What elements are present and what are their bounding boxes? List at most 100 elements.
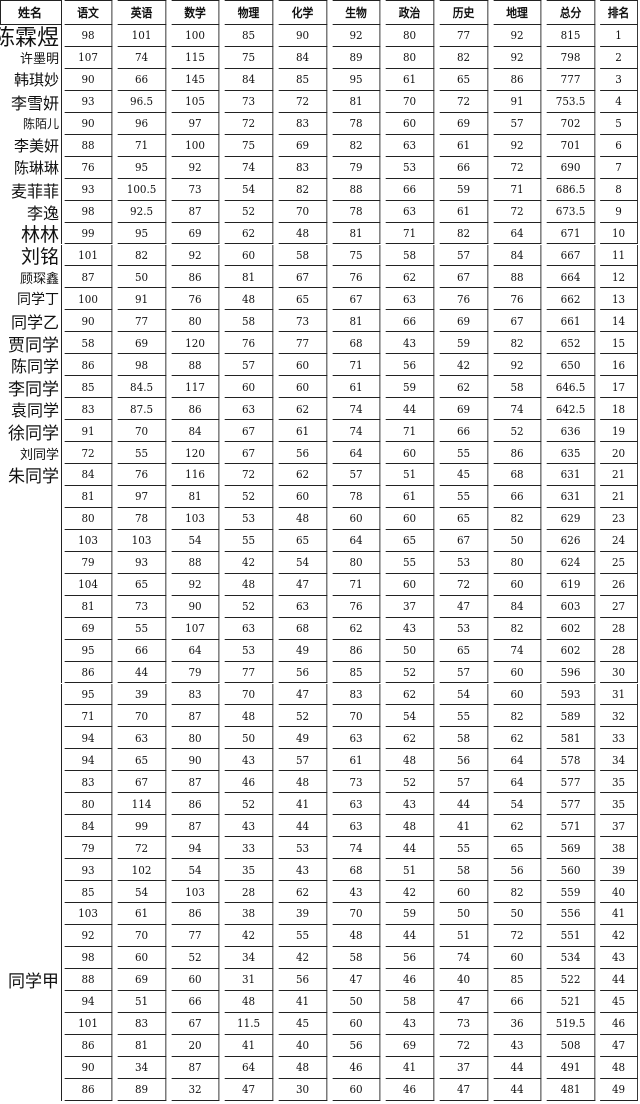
cell-chinese: 86 xyxy=(64,1078,113,1101)
cell-total: 522 xyxy=(546,968,596,991)
cell-name xyxy=(0,705,62,728)
cell-rank: 41 xyxy=(600,903,638,925)
cell-history: 73 xyxy=(439,1012,489,1035)
cell-biology: 89 xyxy=(332,46,381,69)
cell-physics: 84 xyxy=(224,68,274,91)
cell-math: 60 xyxy=(171,968,220,991)
cell-politics: 59 xyxy=(385,376,435,399)
cell-biology: 82 xyxy=(332,134,381,157)
cell-geography: 82 xyxy=(493,507,542,530)
cell-name xyxy=(0,595,62,618)
cell-rank: 28 xyxy=(600,639,638,662)
cell-math: 87 xyxy=(171,815,220,838)
table-row: 陈陌儿 90 96 97 72 83 78 60 69 57 702 5 xyxy=(0,112,640,135)
cell-total: 753.5 xyxy=(546,90,596,113)
cell-chinese: 103 xyxy=(64,529,113,552)
cell-history: 40 xyxy=(439,968,489,991)
cell-math: 64 xyxy=(171,639,220,662)
cell-math: 52 xyxy=(171,946,220,969)
cell-chinese: 93 xyxy=(64,90,113,113)
cell-english: 98 xyxy=(117,354,167,377)
cell-biology: 74 xyxy=(332,420,381,443)
cell-math: 86 xyxy=(171,903,220,925)
cell-total: 626 xyxy=(546,529,596,552)
cell-politics: 42 xyxy=(385,881,435,903)
cell-politics: 46 xyxy=(385,968,435,991)
cell-name xyxy=(0,727,62,750)
table-row: 陈霖煜 98 101 100 85 90 92 80 77 92 815 1 xyxy=(0,25,640,51)
cell-math: 92 xyxy=(171,244,220,267)
cell-total: 602 xyxy=(546,639,596,662)
table-row: 李美妍 88 71 100 75 69 82 63 61 92 701 6 xyxy=(0,134,640,157)
cell-math: 100 xyxy=(171,134,220,157)
cell-geography: 60 xyxy=(493,683,542,706)
cell-total: 571 xyxy=(546,815,596,838)
cell-history: 53 xyxy=(439,617,489,640)
cell-rank: 14 xyxy=(600,310,638,333)
cell-rank: 38 xyxy=(600,837,638,860)
cell-english: 84.5 xyxy=(117,376,167,399)
table-row: 84 99 87 43 44 63 48 41 62 571 37 xyxy=(0,815,640,838)
cell-chinese: 58 xyxy=(64,332,113,355)
cell-chinese: 94 xyxy=(64,990,113,1013)
cell-total: 652 xyxy=(546,332,596,355)
cell-history: 55 xyxy=(439,442,489,464)
cell-english: 103 xyxy=(117,529,167,552)
cell-chinese: 86 xyxy=(64,661,113,684)
cell-biology: 71 xyxy=(332,573,381,596)
table-row: 93 102 54 35 43 68 51 58 56 560 39 xyxy=(0,859,640,882)
header-chinese: 语文 xyxy=(64,0,113,25)
cell-math: 79 xyxy=(171,661,220,684)
cell-name xyxy=(0,815,62,838)
cell-english: 71 xyxy=(117,134,167,157)
cell-chinese: 81 xyxy=(64,485,113,508)
cell-english: 54 xyxy=(117,881,167,903)
cell-name: 顾琛鑫 xyxy=(0,266,62,289)
cell-english: 63 xyxy=(117,727,167,750)
cell-english: 61 xyxy=(117,903,167,925)
cell-history: 65 xyxy=(439,507,489,530)
cell-chemistry: 43 xyxy=(278,859,328,882)
cell-english: 69 xyxy=(117,968,167,991)
cell-name: 陈陌儿 xyxy=(0,112,62,135)
cell-rank: 12 xyxy=(600,266,638,289)
cell-history: 54 xyxy=(439,683,489,706)
cell-physics: 28 xyxy=(224,881,274,903)
table-row: 刘同学 72 55 120 67 56 64 60 55 86 635 20 xyxy=(0,442,640,464)
cell-chinese: 86 xyxy=(64,354,113,377)
cell-history: 82 xyxy=(439,222,489,245)
cell-english: 69 xyxy=(117,332,167,355)
cell-rank: 39 xyxy=(600,859,638,882)
cell-name: 麦菲菲 xyxy=(0,178,62,201)
cell-math: 54 xyxy=(171,859,220,882)
cell-chemistry: 39 xyxy=(278,903,328,925)
cell-geography: 86 xyxy=(493,442,542,464)
cell-name: 同学乙 xyxy=(0,310,62,332)
cell-chemistry: 40 xyxy=(278,1034,328,1057)
header-math: 数学 xyxy=(171,0,220,25)
cell-math: 54 xyxy=(171,529,220,552)
cell-physics: 52 xyxy=(224,200,274,223)
cell-total: 815 xyxy=(546,25,596,47)
cell-geography: 72 xyxy=(493,200,542,223)
cell-rank: 31 xyxy=(600,683,638,706)
cell-rank: 40 xyxy=(600,881,638,903)
cell-chemistry: 68 xyxy=(278,617,328,640)
cell-geography: 82 xyxy=(493,332,542,355)
cell-total: 521 xyxy=(546,990,596,1013)
cell-history: 47 xyxy=(439,1078,489,1101)
cell-english: 96 xyxy=(117,112,167,135)
table-row: 同学乙 90 77 80 58 73 81 66 69 67 661 14 xyxy=(0,310,640,332)
cell-biology: 80 xyxy=(332,551,381,574)
cell-math: 84 xyxy=(171,420,220,443)
cell-history: 67 xyxy=(439,266,489,289)
cell-math: 67 xyxy=(171,1012,220,1035)
cell-biology: 50 xyxy=(332,990,381,1013)
cell-history: 55 xyxy=(439,705,489,728)
table-row: 94 51 66 48 41 50 58 47 66 521 45 xyxy=(0,990,640,1013)
cell-politics: 51 xyxy=(385,859,435,882)
cell-chemistry: 61 xyxy=(278,420,328,443)
cell-politics: 43 xyxy=(385,1012,435,1035)
cell-history: 53 xyxy=(439,551,489,574)
cell-total: 635 xyxy=(546,442,596,464)
